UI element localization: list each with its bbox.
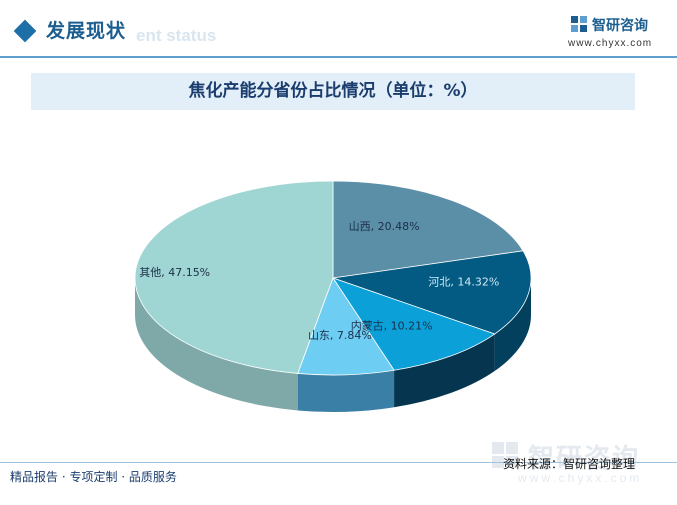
- header-bar: ent status 发展现状 智研咨询 www.chyxx.com: [0, 0, 677, 62]
- watermark: 智研咨询 www.chyxx.com: [490, 438, 660, 488]
- header-divider: [0, 56, 677, 58]
- pie-slice: [332, 277, 496, 371]
- pie-sides: [134, 278, 531, 412]
- pie-data-label: 其他, 47.15%: [139, 266, 210, 279]
- brand-url: www.chyxx.com: [568, 38, 653, 49]
- pie-top: [134, 180, 532, 376]
- pie-slice: [332, 180, 524, 279]
- pie-data-label: 山西, 20.48%: [349, 220, 420, 233]
- footer-divider: [0, 462, 677, 463]
- pie-side-河北: [494, 278, 531, 372]
- pie-data-label: 内蒙古, 10.21%: [351, 318, 433, 332]
- source-note: 资料来源：智研咨询整理: [503, 457, 636, 471]
- pie-data-label: 河北, 14.32%: [428, 275, 499, 288]
- watermark-url: www.chyxx.com: [518, 471, 643, 485]
- pie-slice: [297, 277, 395, 376]
- chart-title-box: 焦化产能分省份占比情况（单位：%）: [31, 73, 635, 110]
- section-subtitle: ent status: [136, 26, 217, 45]
- chart-title: 焦化产能分省份占比情况（单位：%）: [188, 81, 478, 101]
- pie-side-山东: [297, 370, 395, 412]
- pie-side-内蒙古: [394, 334, 495, 408]
- section-title: 发展现状: [46, 20, 127, 42]
- pie-slice: [332, 250, 532, 335]
- pie-data-label: 山东, 7.84%: [308, 329, 372, 342]
- brand-logo-icon: [571, 16, 587, 32]
- pie-side-其他: [134, 278, 298, 411]
- pie-slice: [134, 180, 334, 374]
- pie-labels: 山西, 20.48% 河北, 14.32% 内蒙古, 10.21%山东, 7.84%…: [139, 220, 499, 342]
- footer-tagline: 精品报告 · 专项定制 · 品质服务: [10, 470, 177, 484]
- watermark-name: 智研咨询: [528, 444, 641, 474]
- brand-name: 智研咨询: [592, 18, 648, 34]
